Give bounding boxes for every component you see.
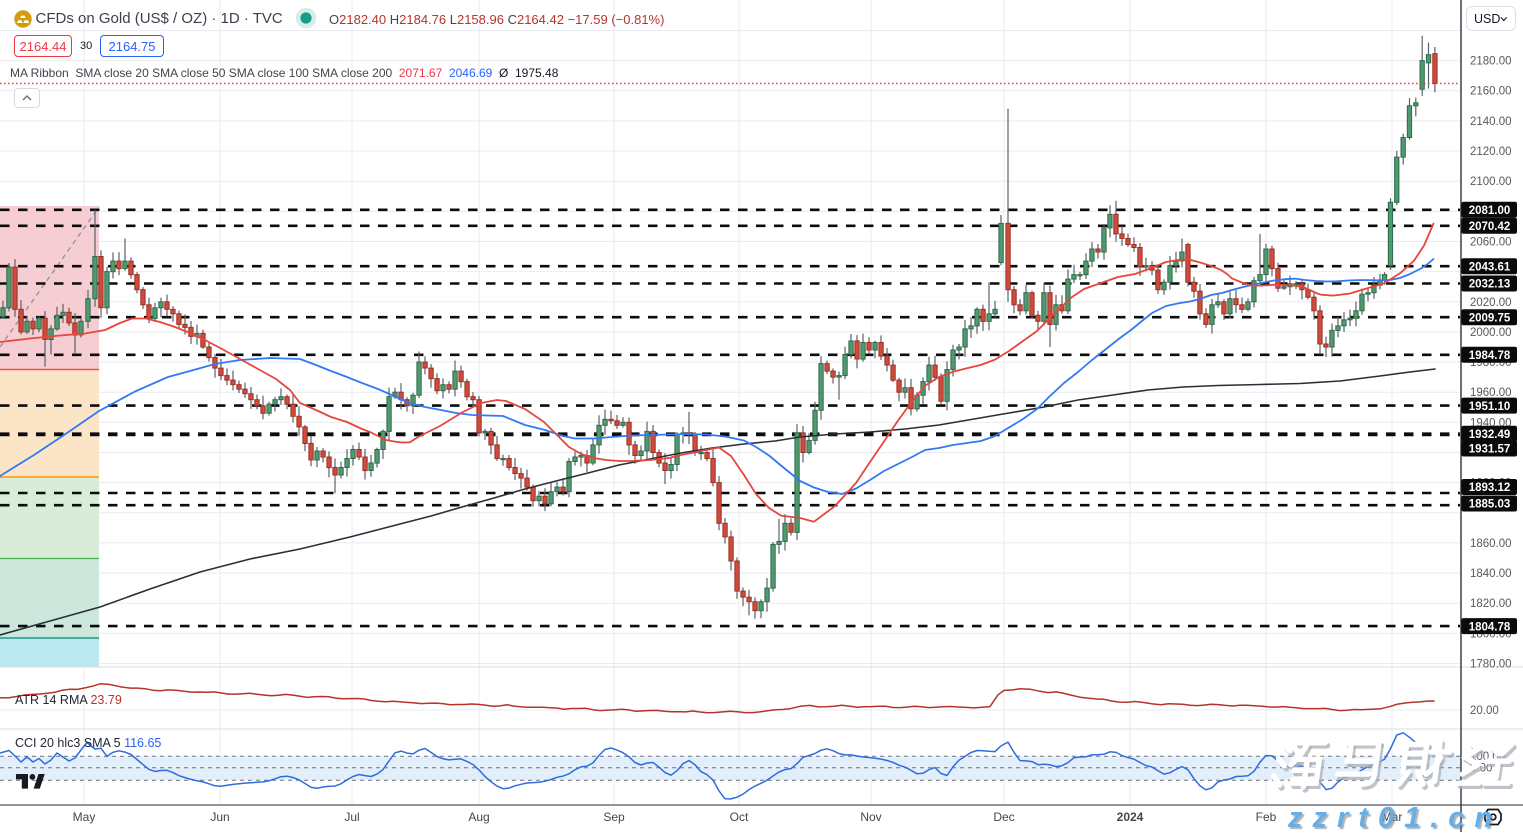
svg-text:1960.00: 1960.00 bbox=[1470, 387, 1512, 399]
svg-text:2120.00: 2120.00 bbox=[1470, 146, 1512, 158]
svg-text:20.00: 20.00 bbox=[1470, 705, 1499, 717]
svg-text:1860.00: 1860.00 bbox=[1470, 538, 1512, 550]
svg-text:Mar: Mar bbox=[1382, 810, 1403, 824]
svg-text:1820.00: 1820.00 bbox=[1470, 598, 1512, 610]
svg-text:Nov: Nov bbox=[860, 810, 881, 824]
svg-text:2043.61: 2043.61 bbox=[1469, 261, 1511, 273]
svg-text:1885.03: 1885.03 bbox=[1469, 499, 1511, 511]
svg-text:1780.00: 1780.00 bbox=[1470, 659, 1512, 671]
svg-text:Sep: Sep bbox=[603, 810, 625, 824]
svg-text:May: May bbox=[73, 810, 96, 824]
svg-text:2081.00: 2081.00 bbox=[1469, 205, 1511, 217]
svg-text:1951.10: 1951.10 bbox=[1469, 401, 1511, 413]
svg-text:2009.75: 2009.75 bbox=[1469, 312, 1511, 324]
svg-text:2060.00: 2060.00 bbox=[1470, 237, 1512, 249]
svg-text:2020.00: 2020.00 bbox=[1470, 297, 1512, 309]
svg-text:2000.00: 2000.00 bbox=[1470, 327, 1512, 339]
svg-text:ATR 14 RMA 23.79: ATR 14 RMA 23.79 bbox=[15, 693, 122, 707]
svg-text:1984.78: 1984.78 bbox=[1469, 350, 1511, 362]
svg-text:Aug: Aug bbox=[468, 810, 489, 824]
svg-text:1932.49: 1932.49 bbox=[1469, 429, 1511, 441]
svg-text:1893.12: 1893.12 bbox=[1469, 482, 1511, 494]
svg-text:CCI 20 hlc3 SMA 5 116.65: CCI 20 hlc3 SMA 5 116.65 bbox=[15, 736, 161, 750]
svg-text:2160.00: 2160.00 bbox=[1470, 86, 1512, 98]
svg-text:2024: 2024 bbox=[1117, 810, 1144, 824]
svg-text:1804.78: 1804.78 bbox=[1469, 621, 1511, 633]
svg-text:2140.00: 2140.00 bbox=[1470, 116, 1512, 128]
svg-text:1931.57: 1931.57 bbox=[1469, 444, 1511, 456]
svg-text:1840.00: 1840.00 bbox=[1470, 568, 1512, 580]
svg-text:Oct: Oct bbox=[730, 810, 749, 824]
svg-text:Feb: Feb bbox=[1256, 810, 1277, 824]
svg-text:Jun: Jun bbox=[210, 810, 229, 824]
svg-text:2032.13: 2032.13 bbox=[1469, 279, 1511, 291]
svg-text:Jul: Jul bbox=[344, 810, 359, 824]
svg-text:2100.00: 2100.00 bbox=[1470, 176, 1512, 188]
svg-text:2180.00: 2180.00 bbox=[1470, 56, 1512, 68]
svg-text:Dec: Dec bbox=[993, 810, 1014, 824]
svg-text:2070.42: 2070.42 bbox=[1469, 221, 1511, 233]
